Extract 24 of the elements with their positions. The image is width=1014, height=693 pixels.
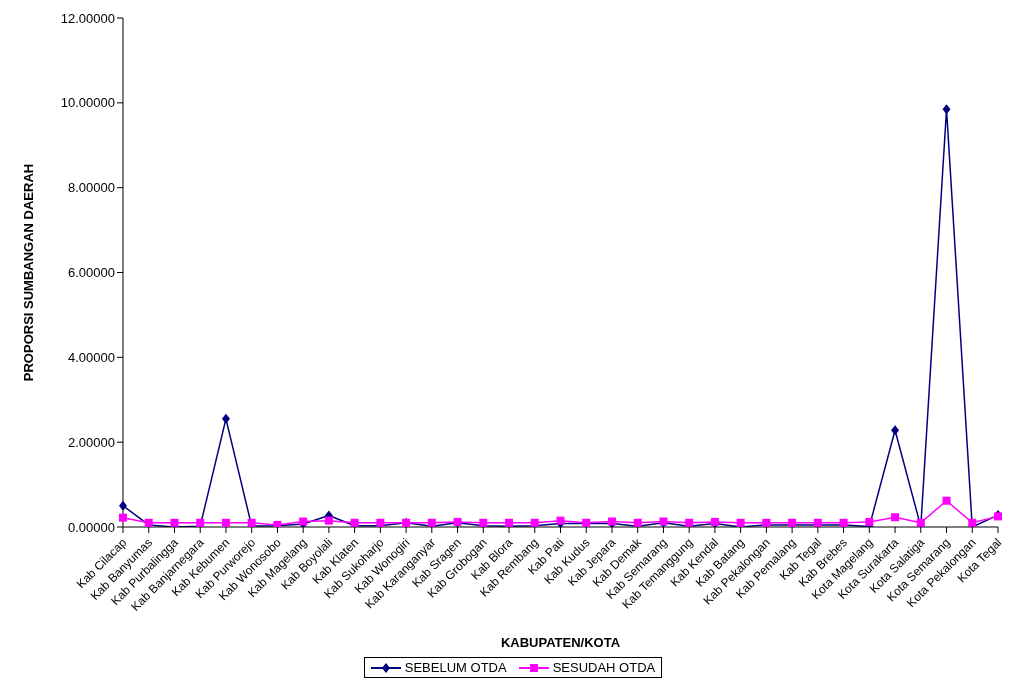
point xyxy=(891,513,900,522)
legend-label: SESUDAH OTDA xyxy=(551,660,656,675)
y-tick-label: 6.00000 xyxy=(68,265,115,281)
y-tick-label: 12.00000 xyxy=(60,10,115,26)
x-axis-title: KABUPATEN/KOTA xyxy=(500,635,621,650)
y-tick-label: 0.00000 xyxy=(68,519,115,535)
point xyxy=(891,425,900,436)
point xyxy=(942,496,951,505)
point xyxy=(170,518,179,527)
point xyxy=(865,517,874,526)
point xyxy=(736,518,745,527)
point xyxy=(119,500,127,511)
y-tick-label: 10.00000 xyxy=(60,95,115,111)
y-tick-label: 4.00000 xyxy=(68,349,115,365)
point xyxy=(119,513,127,522)
legend-label: SEBELUM OTDA xyxy=(403,660,507,675)
point xyxy=(324,516,333,525)
point xyxy=(221,413,230,424)
point xyxy=(968,518,977,527)
y-axis-title: PROPORSI SUMBANGAN DAERAH xyxy=(20,163,36,382)
y-tick-label: 8.00000 xyxy=(68,180,115,196)
point xyxy=(221,518,230,527)
y-tick-label: 2.00000 xyxy=(68,434,115,450)
point xyxy=(942,104,951,115)
